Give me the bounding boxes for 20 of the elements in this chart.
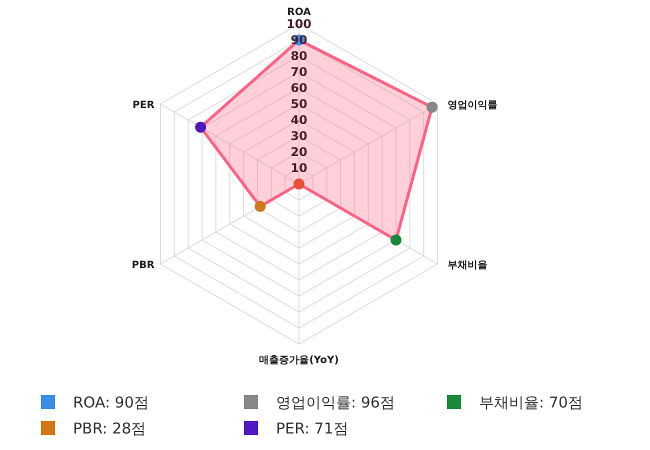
- y-tick-label: 60: [290, 81, 308, 95]
- y-tick-label: 10: [290, 161, 308, 175]
- y-tick-label: 70: [290, 65, 308, 79]
- text: 영업이익률: 96점: [276, 394, 395, 412]
- spoke-label: 매출증가율(YoY): [259, 355, 339, 366]
- y-tick-label: 50: [290, 97, 308, 111]
- text: 부채비율: 70점: [479, 394, 583, 412]
- text: PBR: 28점: [73, 420, 146, 438]
- spoke-label: 영업이익률: [448, 100, 498, 111]
- spoke-label: 부채비율: [448, 260, 488, 271]
- y-tick-label: 100: [286, 17, 312, 31]
- text: PER: 71점: [276, 420, 348, 438]
- y-tick-label: 30: [290, 129, 308, 143]
- text: ROA: 90점: [73, 394, 149, 412]
- spoke-label: PBR: [132, 260, 155, 271]
- spoke-label: PER: [132, 100, 155, 111]
- y-tick-label: 80: [290, 49, 308, 63]
- spoke-label: ROA: [287, 6, 312, 18]
- y-tick-label: 40: [290, 113, 308, 127]
- y-tick-label: 20: [290, 145, 308, 159]
